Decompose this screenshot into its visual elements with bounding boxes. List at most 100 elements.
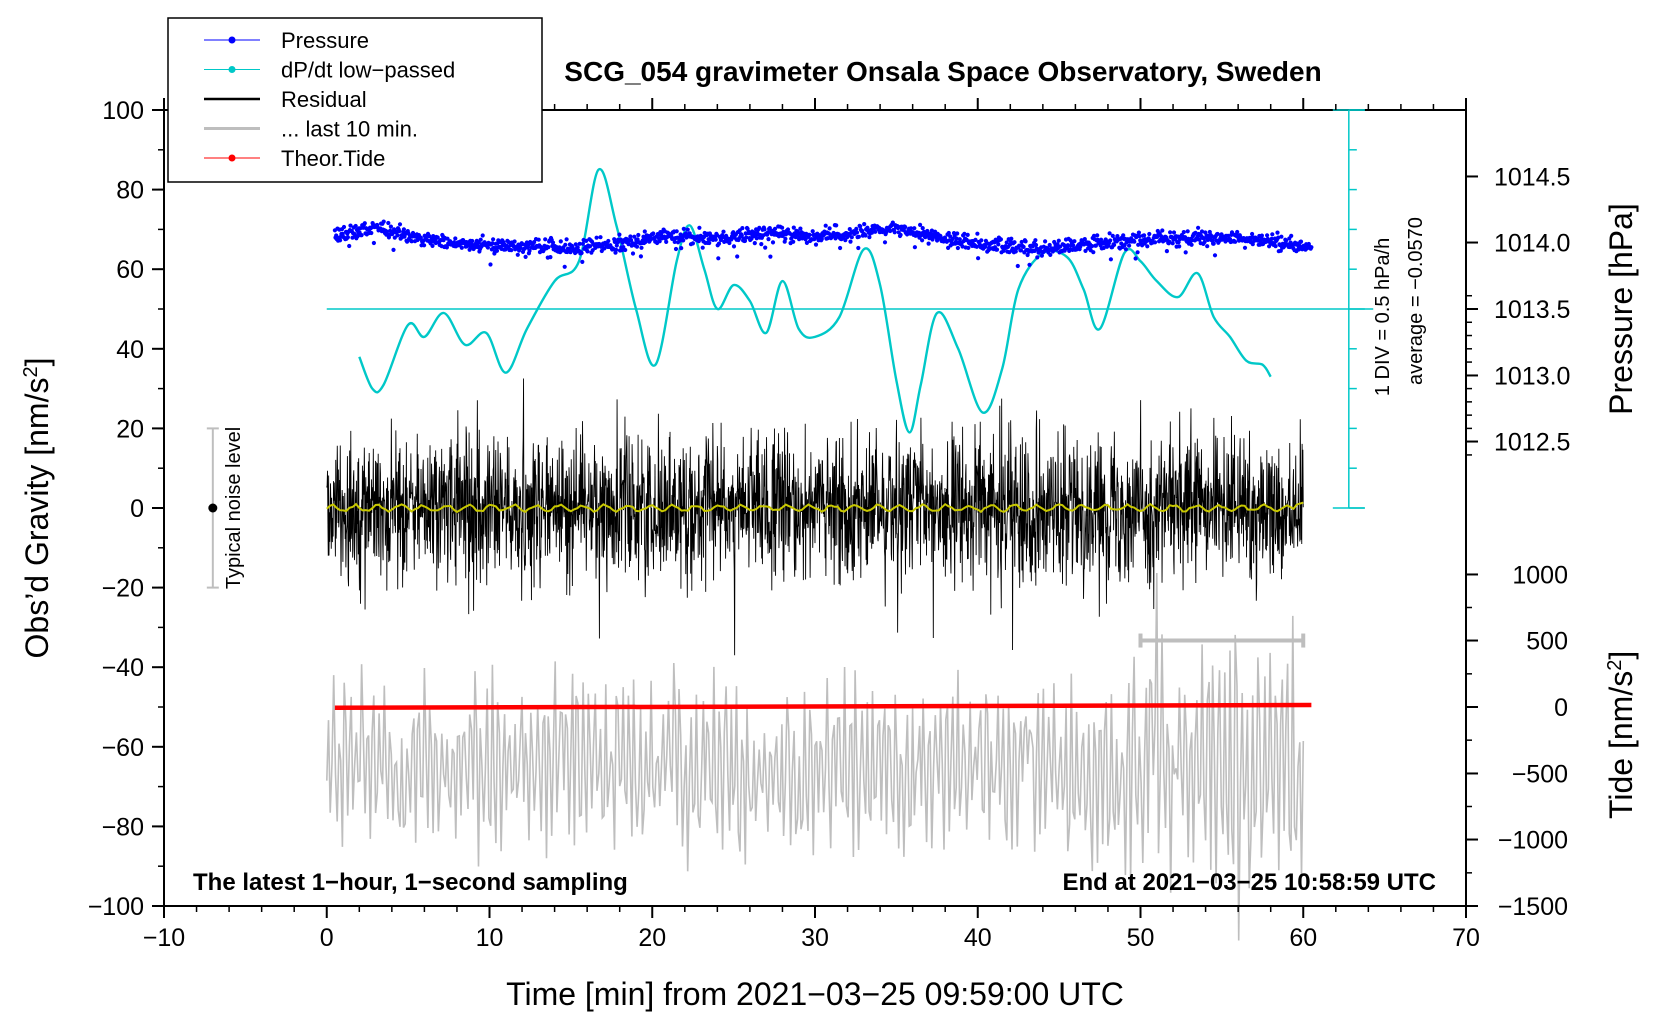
pressure-dot xyxy=(798,226,803,231)
pressure-dot xyxy=(1265,233,1270,238)
pressure-tick-label: 1014.0 xyxy=(1494,230,1570,258)
tide-tick-label: 1000 xyxy=(1512,561,1568,589)
legend-item: Residual xyxy=(204,87,367,112)
pressure-dot xyxy=(1136,230,1141,235)
pressure-dot xyxy=(908,226,914,231)
pressure-dot xyxy=(863,233,868,238)
pressure-dot xyxy=(912,245,918,250)
pressure-dot xyxy=(1162,238,1167,243)
legend-label: Residual xyxy=(281,87,367,112)
pressure-dot xyxy=(1115,234,1120,239)
pressure-dot xyxy=(791,225,796,230)
pressure-dot xyxy=(1137,234,1142,239)
left-note: The latest 1−hour, 1−second sampling xyxy=(193,869,628,896)
pressure-dot xyxy=(946,230,951,236)
pressure-dot xyxy=(1083,248,1088,253)
y-axis-title-left-end: ] xyxy=(19,358,55,367)
pressure-dot xyxy=(1171,230,1177,235)
pressure-dot xyxy=(345,235,350,240)
pressure-dot xyxy=(979,238,984,243)
pressure-dot xyxy=(563,242,568,247)
pressure-dot xyxy=(543,237,548,242)
tide-tick-label: −1000 xyxy=(1498,827,1568,855)
pressure-dot xyxy=(1270,232,1275,237)
y-axis-title-tide: Tide [nm/s2] xyxy=(1603,651,1639,819)
pressure-dot xyxy=(1095,233,1100,238)
pressure-dot xyxy=(476,243,481,248)
y-axis-title-left: Obs’d Gravity [nm/s2] xyxy=(19,358,55,659)
pressure-dot xyxy=(1133,256,1138,261)
pressure-dot xyxy=(409,239,414,244)
y-axis-title-pressure: Pressure [hPa] xyxy=(1603,203,1639,415)
pressure-dot xyxy=(371,240,376,246)
pressure-dot xyxy=(1030,244,1035,249)
pressure-dot xyxy=(707,240,712,246)
pressure-dot xyxy=(1136,242,1141,247)
pressure-dot xyxy=(962,231,967,236)
pressure-dot xyxy=(435,235,440,240)
pressure-dot xyxy=(882,240,888,245)
pressure-dot xyxy=(564,237,569,242)
pressure-dot xyxy=(869,230,875,235)
pressure-dot xyxy=(651,231,656,236)
pressure-dot xyxy=(827,226,832,231)
pressure-dot xyxy=(1235,229,1240,235)
y-tick-label: −20 xyxy=(102,575,144,603)
pressure-dot xyxy=(1298,239,1304,244)
tide-tick-label: 0 xyxy=(1554,694,1568,722)
x-tick-label: 10 xyxy=(476,924,504,952)
pressure-dot xyxy=(1275,230,1280,235)
pressure-dot xyxy=(1197,237,1202,242)
pressure-dot xyxy=(1027,262,1032,267)
pressure-dot xyxy=(1035,255,1040,260)
legend-item: ... last 10 min. xyxy=(204,117,418,142)
legend-item: Theor.Tide xyxy=(204,146,385,171)
y-tick-label: −40 xyxy=(102,654,144,682)
pressure-dot xyxy=(494,248,500,253)
pressure-dot xyxy=(628,234,633,239)
pressure-dot xyxy=(523,254,528,259)
pressure-dot xyxy=(512,239,517,244)
pressure-dot xyxy=(1091,233,1097,238)
pressure-dot xyxy=(451,240,457,245)
pressure-dot xyxy=(1181,230,1186,235)
pressure-dot xyxy=(515,252,520,257)
pressure-dot xyxy=(1170,241,1175,246)
pressure-dot xyxy=(834,223,839,228)
pressure-dot xyxy=(602,246,607,251)
legend-item: dP/dt low−passed xyxy=(204,58,455,83)
pressure-dot xyxy=(1250,231,1255,237)
pressure-dot xyxy=(459,245,464,250)
pressure-dot xyxy=(397,229,402,234)
pressure-dot xyxy=(767,226,772,231)
pressure-dot xyxy=(445,236,450,241)
pressure-dot xyxy=(617,232,622,237)
pressure-dot xyxy=(838,245,843,251)
y-tick-label: 0 xyxy=(130,495,144,523)
pressure-dot xyxy=(550,240,556,245)
pressure-dot xyxy=(785,227,791,232)
pressure-dot xyxy=(527,248,532,253)
pressure-dot xyxy=(954,236,959,241)
pressure-dot xyxy=(823,223,828,228)
pressure-dot xyxy=(1242,245,1248,250)
pressure-dot xyxy=(1160,228,1165,233)
pressure-dot xyxy=(341,224,347,230)
pressure-dot xyxy=(369,230,374,236)
pressure-dot xyxy=(386,220,391,226)
pressure-dot xyxy=(1164,249,1169,254)
pressure-dot xyxy=(950,236,955,241)
pressure-dot xyxy=(430,243,435,248)
pressure-dot xyxy=(930,237,935,242)
pressure-dot xyxy=(1033,242,1039,248)
pressure-dot xyxy=(925,228,930,234)
pressure-dot xyxy=(1189,242,1194,247)
pressure-dot xyxy=(763,245,768,250)
pressure-dot xyxy=(1119,241,1124,246)
pressure-dot xyxy=(810,229,815,234)
pressure-dot xyxy=(338,238,343,243)
y-tick-label: 20 xyxy=(116,415,144,443)
tide-tick-label: 500 xyxy=(1526,628,1568,656)
pressure-dot xyxy=(1058,244,1063,249)
pressure-dot xyxy=(1193,230,1198,235)
